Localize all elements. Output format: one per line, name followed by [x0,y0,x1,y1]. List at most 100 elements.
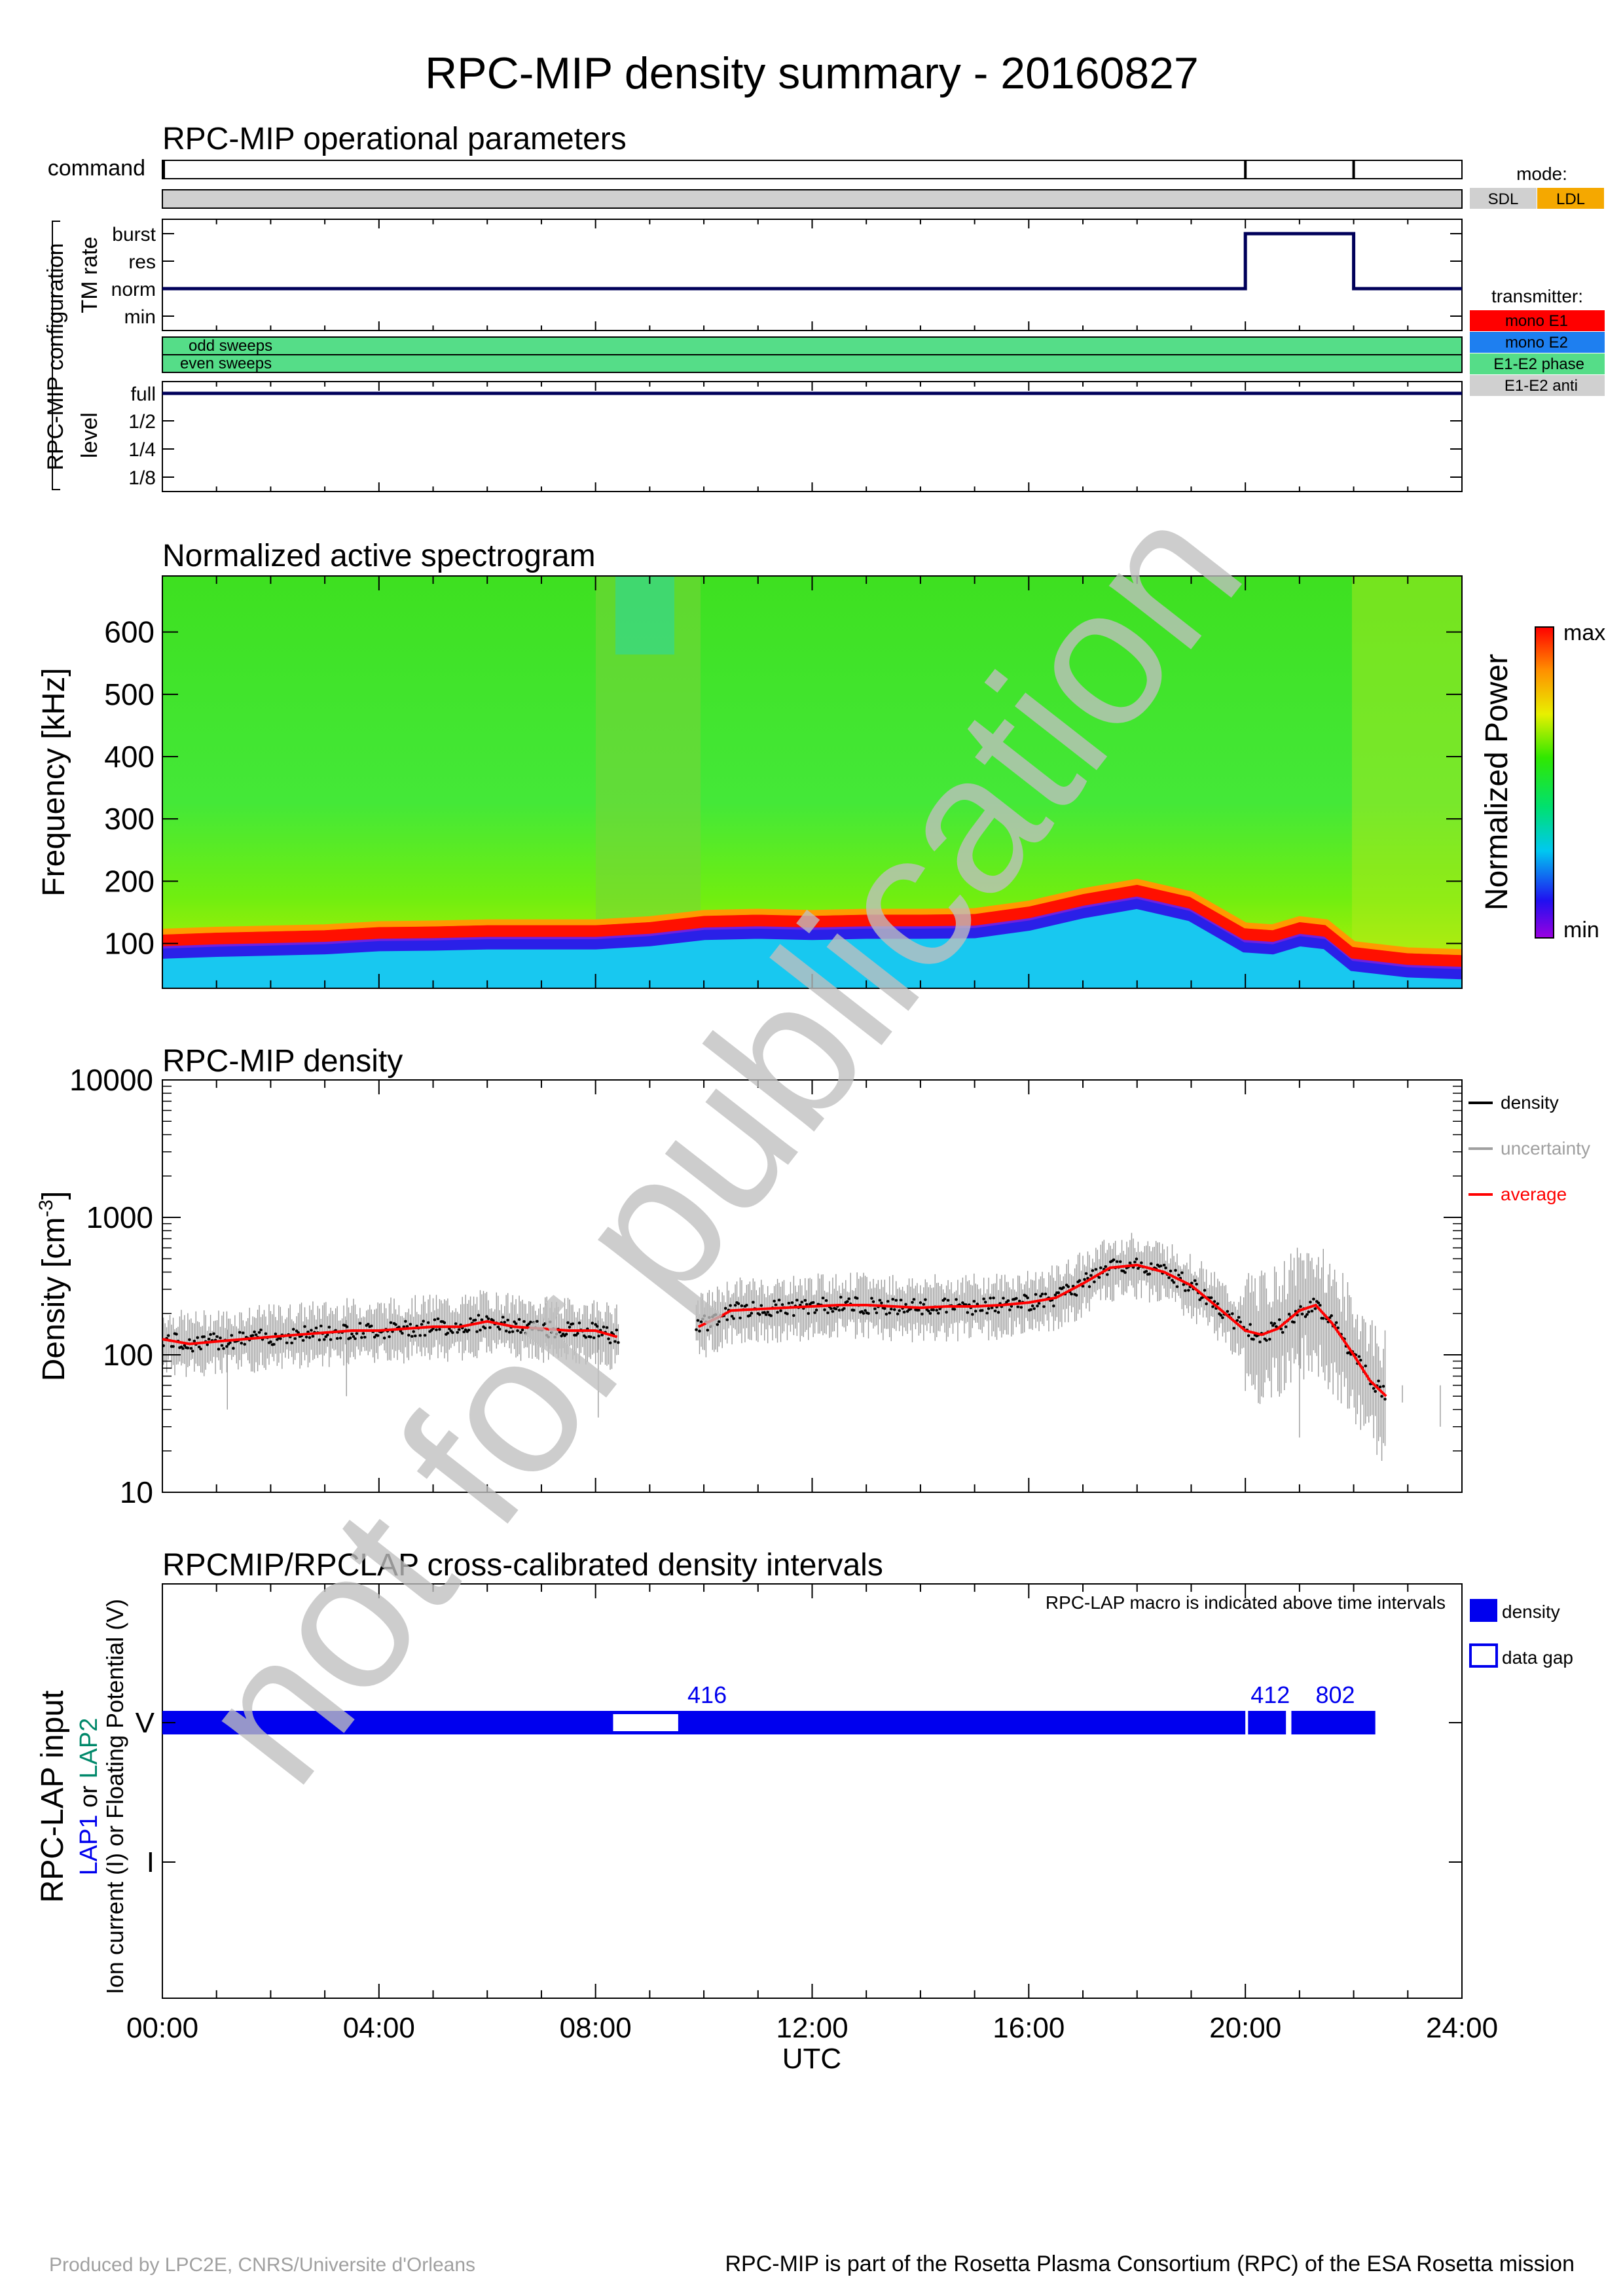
mode-sdl-swatch [1470,188,1537,209]
density-point-55 [251,1334,255,1337]
density-point-490 [1034,1293,1038,1296]
density-point-47 [238,1331,242,1334]
time-axis-labels: 00:00 04:00 08:00 12:00 16:00 20:00 24:00 [126,2012,1498,2044]
density-point-545 [1123,1270,1127,1274]
density-point-458 [982,1297,985,1300]
density-point-320 [758,1313,761,1316]
density-point-350 [807,1312,810,1316]
density-point-264 [591,1321,594,1325]
density-point-628 [1258,1340,1262,1344]
den-ytick-label-3: 10000 [69,1063,153,1097]
density-point-109 [338,1336,342,1340]
density-point-569 [1162,1263,1166,1267]
den-ytick-label-1: 100 [103,1338,153,1372]
density-point-525 [1091,1269,1095,1272]
density-point-658 [1307,1310,1311,1314]
density-point-286 [702,1314,706,1318]
density-point-270 [600,1333,604,1336]
density-point-315 [750,1312,754,1315]
density-point-578 [1177,1273,1180,1277]
density-point-280 [617,1340,620,1344]
density-point-25 [202,1335,206,1338]
density-point-534 [1106,1273,1109,1276]
density-point-83 [297,1331,300,1335]
density-point-436 [946,1299,950,1302]
density-point-113 [345,1325,349,1329]
mono-e1-swatch [1470,310,1605,331]
density-point-387 [867,1312,870,1315]
density-point-180 [454,1322,458,1325]
density-point-86 [301,1338,305,1342]
density-point-181 [456,1331,459,1334]
spec-ytick-label-400: 400 [104,740,155,774]
density-point-478 [1015,1297,1018,1300]
command-row [162,160,1463,179]
density-point-334 [780,1303,784,1306]
density-point-622 [1249,1323,1252,1326]
density-point-36 [220,1344,224,1347]
legend-gap-swatch [1469,1643,1498,1668]
density-point-0 [162,1344,165,1348]
mode-ldl-label: LDL [1556,190,1585,208]
density-point-31 [212,1332,215,1335]
density-point-241 [553,1335,556,1339]
density-point-13 [183,1344,187,1348]
spectrogram-blue-band [162,894,1462,980]
density-point-404 [894,1299,898,1302]
or-label: or [75,1779,103,1815]
density-point-175 [446,1331,450,1335]
legend-density-swatch [1470,1599,1497,1622]
density-point-248 [564,1333,568,1336]
density-point-327 [769,1314,773,1318]
density-point-194 [477,1314,481,1317]
density-point-295 [718,1320,721,1323]
density-ylabel-end: ] [37,1191,71,1200]
density-point-50 [243,1342,246,1346]
time-tick-label-1: 04:00 [343,2012,415,2044]
density-point-409 [902,1310,906,1314]
density-point-451 [971,1312,974,1316]
density-point-576 [1174,1268,1177,1272]
density-point-425 [928,1312,932,1315]
density-point-192 [473,1318,477,1322]
density-point-427 [932,1308,935,1312]
density-point-367 [834,1307,838,1311]
density-point-703 [1380,1395,1383,1398]
density-point-462 [989,1297,992,1300]
density-point-161 [423,1334,427,1337]
density-point-35 [219,1336,222,1340]
density-point-128 [370,1324,373,1328]
density-point-222 [522,1319,526,1323]
mode-legend-title: mode: [1516,164,1567,184]
density-point-519 [1081,1285,1085,1288]
density-point-510 [1067,1285,1070,1289]
density-point-29 [209,1333,212,1336]
density-point-34 [217,1348,221,1351]
mono-e1-label: mono E1 [1505,312,1568,330]
density-point-422 [924,1298,927,1301]
density-point-362 [826,1311,830,1315]
density-point-621 [1247,1334,1250,1337]
density-point-282 [696,1319,700,1322]
density-point-675 [1334,1321,1338,1325]
density-point-94 [314,1326,318,1330]
density-point-394 [878,1299,882,1302]
density-point-178 [451,1331,454,1335]
even-sweeps-label: even sweeps [180,355,272,372]
macro-label-412: 412 [1250,1681,1290,1708]
density-point-169 [436,1317,440,1321]
spec-ytick-label-100: 100 [104,926,155,960]
density-point-88 [304,1335,308,1339]
density-point-242 [555,1333,558,1336]
density-point-215 [511,1330,515,1333]
density-point-391 [873,1307,877,1310]
density-point-616 [1239,1320,1242,1323]
density-point-495 [1042,1305,1046,1308]
interval-density-3 [1291,1711,1376,1734]
density-point-672 [1330,1314,1333,1318]
mode-sdl-label: SDL [1488,190,1519,208]
density-point-595 [1205,1302,1208,1306]
density-point-314 [748,1314,752,1318]
density-point-594 [1203,1289,1207,1292]
time-axis-ticks [162,219,1463,1998]
